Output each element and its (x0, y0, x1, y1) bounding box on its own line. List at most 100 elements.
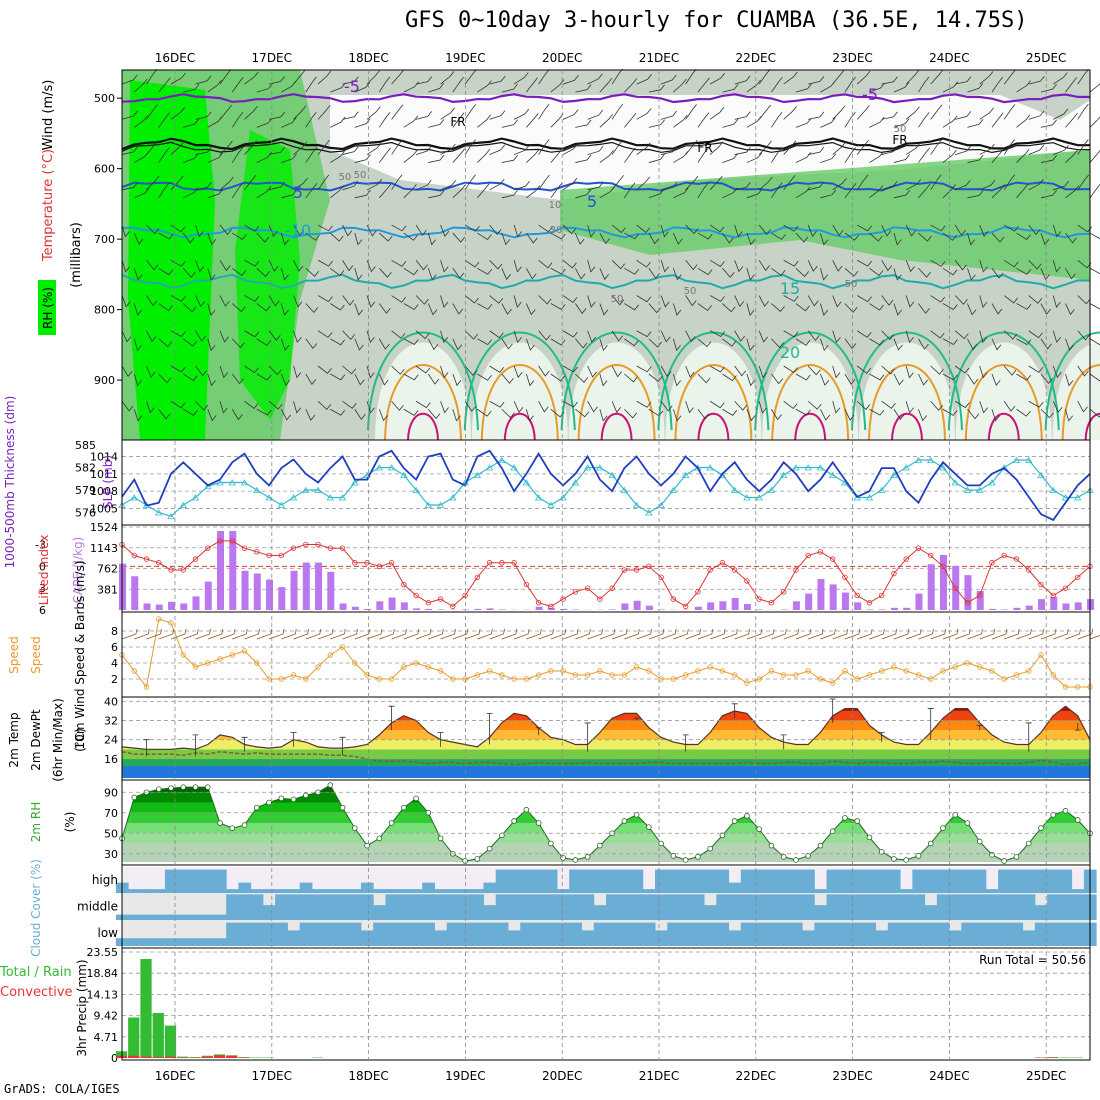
isotherm-dome (987, 412, 1020, 441)
wind-barb (979, 401, 989, 414)
thickness-point (767, 486, 776, 493)
thickness-point (939, 464, 947, 471)
wind-barb (942, 115, 958, 128)
wind-barb (636, 74, 652, 85)
cape-bar (792, 601, 800, 610)
cloud-bar (434, 930, 448, 946)
wind-barb (452, 148, 466, 163)
wind-speed-line (121, 618, 1090, 689)
wind-barb (807, 365, 821, 376)
isotherm-label: -5 (344, 77, 360, 96)
wind-barb (121, 182, 139, 191)
cloud-bar (140, 889, 154, 893)
wind-barb (930, 330, 945, 339)
wind-barb (611, 104, 624, 120)
wind-barb (219, 176, 234, 191)
legend-convective: Convective (0, 985, 73, 1000)
thickness-point (816, 464, 825, 471)
cape-bar (964, 575, 972, 610)
wind-barb (464, 224, 480, 232)
wind-speed-point (425, 664, 432, 670)
wind-barb (354, 373, 365, 386)
wind-barb (452, 112, 465, 128)
axis-label: Temperature (°C) (41, 149, 56, 262)
cloud-bar (250, 889, 264, 893)
axis-label: Cloud Cover (%) (29, 859, 43, 957)
wind-barb (795, 628, 812, 640)
wind-barb (661, 110, 678, 120)
cloud-bar (985, 894, 999, 920)
x-tick-bottom: 17DEC (252, 1069, 292, 1083)
wind-barb (967, 154, 984, 163)
wind-barb (232, 303, 246, 313)
cloud-bar (887, 869, 901, 893)
wind-barb (391, 69, 404, 85)
cloud-bar (875, 869, 889, 893)
cloud-bar (765, 922, 779, 946)
rh-point (940, 825, 946, 831)
wind-barb (182, 268, 196, 278)
thickness-point (436, 501, 445, 508)
rh-point (756, 826, 762, 832)
rh-point (842, 815, 848, 821)
tick-label: 1005 (90, 502, 118, 515)
cloud-bar (544, 894, 558, 920)
cloud-bar (201, 914, 215, 920)
rh-point (352, 825, 358, 831)
thickness-point (865, 494, 874, 501)
rh-point (535, 820, 542, 826)
rh-point (768, 842, 775, 849)
wind-barb (734, 182, 751, 191)
cloud-bar (189, 914, 203, 920)
wind-barb (489, 260, 503, 270)
wind-barb (893, 409, 905, 420)
tick-label: 14.13 (87, 988, 119, 1001)
cloud-bar (789, 922, 803, 946)
wind-barb (1003, 295, 1019, 304)
wind-barb (624, 182, 636, 199)
cloud-bar (360, 894, 374, 920)
wind-barb (158, 182, 170, 199)
lifted-index-point (548, 603, 554, 610)
wind-barb (231, 409, 243, 421)
cloud-bar (924, 869, 938, 893)
lifted-index-point (768, 600, 775, 606)
wind-barb (795, 117, 812, 128)
wind-barb (856, 259, 873, 267)
temp-band (122, 739, 1090, 750)
wind-barb (525, 303, 536, 316)
wind-barb (697, 112, 710, 128)
tick-label: 0 (39, 560, 46, 573)
wind-barb (158, 303, 173, 312)
rh-point (180, 784, 187, 790)
thickness-point (681, 471, 690, 478)
cape-bar (339, 603, 347, 610)
tick-label: 2 (111, 673, 118, 686)
cloud-bar (128, 914, 141, 920)
rh-point (695, 854, 701, 860)
wind-barb (391, 139, 403, 155)
lifted-index-point (290, 545, 297, 551)
wind-barb (562, 224, 576, 235)
wind-barb (587, 295, 596, 308)
cloud-bar (348, 889, 362, 893)
cloud-bar (814, 889, 828, 893)
precip-total-bar (1047, 1057, 1059, 1058)
wind-barb (722, 303, 736, 313)
rh-point (915, 853, 922, 859)
rh-contour-label: 30 (550, 225, 563, 236)
wind-barb (526, 628, 542, 640)
wind-barb (599, 409, 608, 422)
wind-barb (170, 107, 186, 120)
rh-point (376, 835, 383, 842)
thickness-point (951, 479, 959, 486)
wind-barb (538, 628, 555, 640)
lifted-index-point (928, 552, 934, 559)
minmax-whisker (584, 722, 591, 752)
rh-point (854, 818, 860, 824)
wind-barb (758, 104, 772, 120)
wind-barb (158, 267, 174, 276)
wind-barb (305, 338, 318, 350)
precip-convective-bar (152, 1057, 164, 1058)
